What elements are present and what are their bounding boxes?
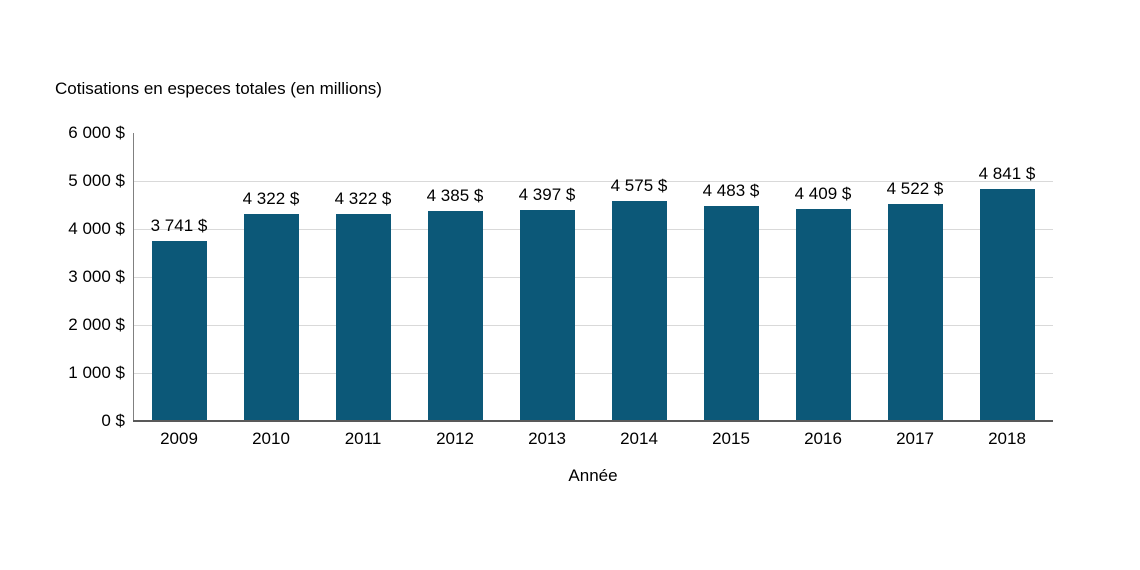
bar-2017 xyxy=(887,203,943,421)
bar-value-label: 3 741 $ xyxy=(150,216,208,236)
x-axis-tick-label: 2012 xyxy=(436,429,474,448)
x-axis-tick-label: 2011 xyxy=(344,429,382,448)
bar-2016 xyxy=(795,209,851,421)
bar-2015 xyxy=(703,205,759,421)
gridline xyxy=(134,229,1053,230)
y-axis-tick-label: 6 000 $ xyxy=(68,123,125,142)
bar-2011 xyxy=(335,213,391,421)
bar-2014 xyxy=(611,201,667,421)
x-axis-line xyxy=(133,420,1053,422)
bar-value-label: 4 841 $ xyxy=(978,163,1036,183)
y-axis-tick-label: 0 $ xyxy=(101,411,125,430)
bar-value-label: 4 409 $ xyxy=(794,184,852,204)
x-axis-tick-label: 2014 xyxy=(620,429,658,448)
y-axis-line xyxy=(133,133,134,421)
gridline xyxy=(134,277,1053,278)
x-axis-tick-label: 2013 xyxy=(528,429,566,448)
bar-value-label: 4 483 $ xyxy=(702,180,760,200)
x-axis-tick-label: 2009 xyxy=(160,429,198,448)
x-axis-tick-label: 2017 xyxy=(896,429,934,448)
y-axis-tick-label: 3 000 $ xyxy=(68,267,125,286)
y-axis-tick-label: 5 000 $ xyxy=(68,171,125,190)
x-axis-tick-label: 2010 xyxy=(252,429,290,448)
y-axis-tick-label: 1 000 $ xyxy=(68,363,125,382)
bar-2009 xyxy=(151,241,207,421)
bar-value-label: 4 385 $ xyxy=(426,185,484,205)
bar-2012 xyxy=(427,210,483,421)
x-axis-title: Année xyxy=(568,466,618,485)
bar-value-label: 4 522 $ xyxy=(886,178,944,198)
gridline xyxy=(134,373,1053,374)
gridline xyxy=(134,325,1053,326)
x-axis-tick-label: 2016 xyxy=(804,429,842,448)
gridline xyxy=(134,181,1053,182)
bar-value-label: 4 575 $ xyxy=(610,176,668,196)
y-axis-tick-label: 4 000 $ xyxy=(68,219,125,238)
y-axis-tick-label: 2 000 $ xyxy=(68,315,125,334)
chart-title: Cotisations en especes totales (en milli… xyxy=(55,79,382,98)
bar-value-label: 4 322 $ xyxy=(242,188,300,208)
x-axis-tick-label: 2015 xyxy=(712,429,750,448)
bar-value-label: 4 397 $ xyxy=(518,184,576,204)
x-axis-tick-label: 2018 xyxy=(988,429,1026,448)
bar-2013 xyxy=(519,209,575,421)
bar-2010 xyxy=(243,213,299,421)
bar-value-label: 4 322 $ xyxy=(334,188,392,208)
bar-2018 xyxy=(979,188,1035,421)
